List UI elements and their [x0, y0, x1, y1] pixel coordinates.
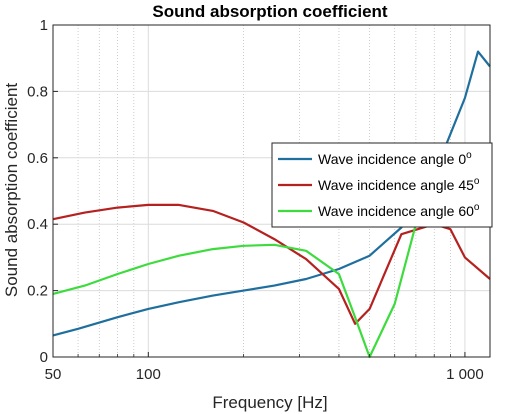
x-tick-label: 100 [136, 366, 161, 383]
legend-label-0: Wave incidence angle 0o [318, 150, 472, 167]
y-axis-label: Sound absorption coefficient [2, 83, 21, 298]
y-tick-label: 0.4 [27, 216, 48, 233]
x-tick-label: 50 [45, 366, 62, 383]
legend-label-1: Wave incidence angle 45o [318, 176, 480, 193]
y-tick-label: 1 [40, 17, 48, 34]
y-tick-label: 0 [40, 349, 48, 366]
x-axis-label: Frequency [Hz] [212, 393, 327, 412]
y-tick-label: 0.2 [27, 283, 48, 300]
x-tick-label: 1 000 [446, 366, 484, 383]
series-line-2 [52, 219, 435, 359]
y-tick-label: 0.6 [27, 150, 48, 167]
legend: Wave incidence angle 0o Wave incidence an… [271, 142, 493, 228]
tick-group: 50 100 1 000 0 0.2 0.4 0.6 0.8 1 [27, 17, 484, 383]
y-tick-label: 0.8 [27, 83, 48, 100]
chart-title: Sound absorption coefficient [152, 2, 388, 21]
legend-label-2: Wave incidence angle 60o [318, 202, 480, 219]
series-line-0 [52, 50, 491, 337]
